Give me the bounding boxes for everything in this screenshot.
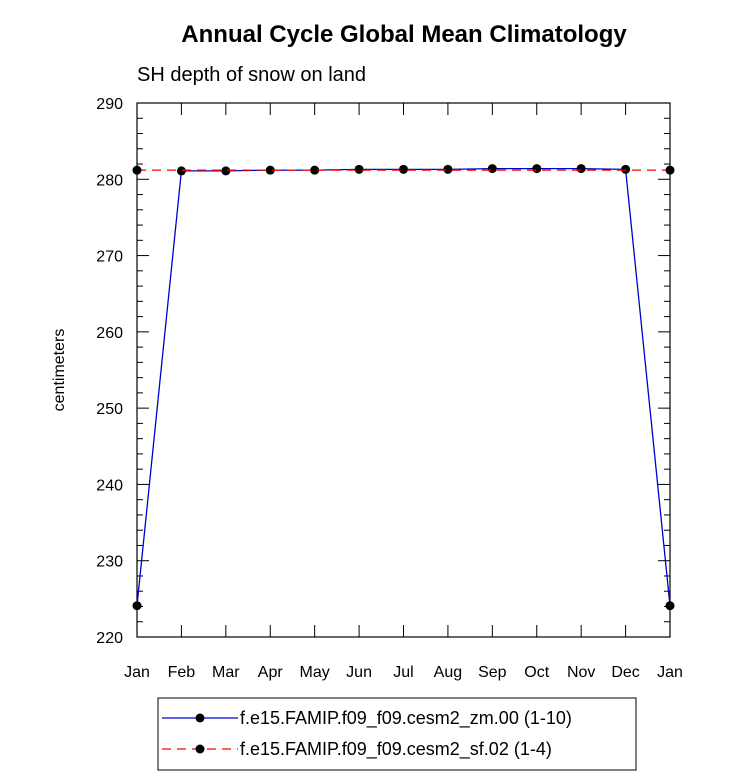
series-marker-0: [532, 164, 542, 174]
series-marker-0: [487, 164, 497, 174]
legend-label-0: f.e15.FAMIP.f09_f09.cesm2_zm.00 (1-10): [240, 708, 572, 729]
series-marker-0: [665, 601, 675, 611]
x-tick-label: May: [300, 664, 330, 681]
series-marker-1: [665, 165, 675, 175]
y-tick-label: 280: [96, 172, 123, 189]
chart-subtitle: SH depth of snow on land: [137, 64, 366, 86]
series-marker-0: [399, 164, 408, 174]
series-marker-1: [132, 165, 142, 175]
series-marker-0: [354, 164, 364, 174]
x-tick-label: Jan: [124, 664, 150, 681]
series-marker-0: [310, 165, 320, 175]
series-marker-0: [176, 166, 186, 176]
series-marker-0: [576, 164, 586, 174]
y-tick-label: 220: [96, 630, 123, 647]
y-tick-label: 250: [96, 401, 123, 418]
y-tick-label: 270: [96, 249, 123, 266]
x-tick-label: Feb: [168, 664, 196, 681]
legend-marker-1: [195, 744, 205, 754]
y-axis-label: centimeters: [51, 329, 68, 412]
x-tick-label: Apr: [258, 664, 284, 681]
series-marker-0: [443, 164, 453, 174]
x-tick-label: Mar: [212, 664, 240, 681]
y-tick-label: 260: [96, 325, 123, 342]
x-tick-label: Oct: [524, 664, 549, 681]
x-tick-label: Jan: [657, 664, 683, 681]
series-line-0: [136, 167, 671, 606]
legend-box: [157, 697, 637, 771]
series-marker-0: [221, 166, 231, 176]
y-tick-label: 240: [96, 477, 123, 494]
legend: f.e15.FAMIP.f09_f09.cesm2_zm.00 (1-10) f.…: [157, 697, 637, 771]
legend-marker-0: [195, 713, 205, 723]
x-tick-label: Sep: [478, 664, 507, 681]
chart-title: Annual Cycle Global Mean Climatology: [181, 21, 627, 48]
series-marker-0: [621, 164, 631, 174]
plot-frame: [136, 102, 671, 638]
x-tick-label: Aug: [434, 664, 462, 681]
series-marker-0: [265, 165, 275, 175]
x-tick-label: Jun: [346, 664, 372, 681]
x-tick-label: Jul: [393, 664, 413, 681]
y-tick-label: 230: [96, 554, 123, 571]
x-tick-label: Dec: [611, 664, 639, 681]
legend-label-1: f.e15.FAMIP.f09_f09.cesm2_sf.02 (1-4): [240, 739, 552, 760]
series-marker-0: [132, 601, 142, 611]
y-tick-label: 290: [96, 96, 123, 113]
x-tick-label: Nov: [567, 664, 595, 681]
plot-area: 220 230 240 250 260 270 280 290 Jan Feb Mar Apr May J…: [96, 96, 683, 681]
